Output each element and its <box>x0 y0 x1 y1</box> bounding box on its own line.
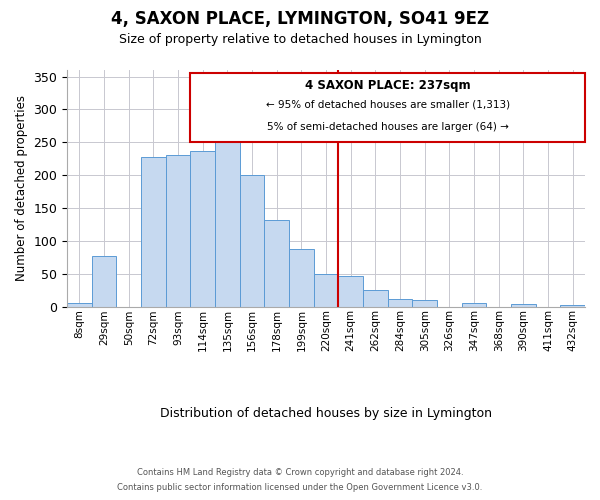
Bar <box>314 274 338 306</box>
Bar <box>289 248 314 306</box>
Text: Size of property relative to detached houses in Lymington: Size of property relative to detached ho… <box>119 32 481 46</box>
Bar <box>240 175 265 306</box>
Bar <box>166 155 190 306</box>
Text: Contains public sector information licensed under the Open Government Licence v3: Contains public sector information licen… <box>118 483 482 492</box>
Y-axis label: Number of detached properties: Number of detached properties <box>15 96 28 282</box>
FancyBboxPatch shape <box>190 74 585 142</box>
Bar <box>215 130 240 306</box>
Bar <box>388 298 412 306</box>
X-axis label: Distribution of detached houses by size in Lymington: Distribution of detached houses by size … <box>160 407 492 420</box>
Bar <box>511 304 536 306</box>
Bar <box>92 256 116 306</box>
Bar <box>141 156 166 306</box>
Bar <box>190 151 215 306</box>
Bar <box>462 302 487 306</box>
Bar <box>560 305 585 306</box>
Text: 4, SAXON PLACE, LYMINGTON, SO41 9EZ: 4, SAXON PLACE, LYMINGTON, SO41 9EZ <box>111 10 489 28</box>
Text: Contains HM Land Registry data © Crown copyright and database right 2024.: Contains HM Land Registry data © Crown c… <box>137 468 463 477</box>
Bar <box>338 276 363 306</box>
Bar <box>265 220 289 306</box>
Text: 4 SAXON PLACE: 237sqm: 4 SAXON PLACE: 237sqm <box>305 79 470 92</box>
Bar <box>363 290 388 306</box>
Text: ← 95% of detached houses are smaller (1,313): ← 95% of detached houses are smaller (1,… <box>266 100 510 110</box>
Text: 5% of semi-detached houses are larger (64) →: 5% of semi-detached houses are larger (6… <box>267 122 509 132</box>
Bar <box>412 300 437 306</box>
Bar <box>67 302 92 306</box>
